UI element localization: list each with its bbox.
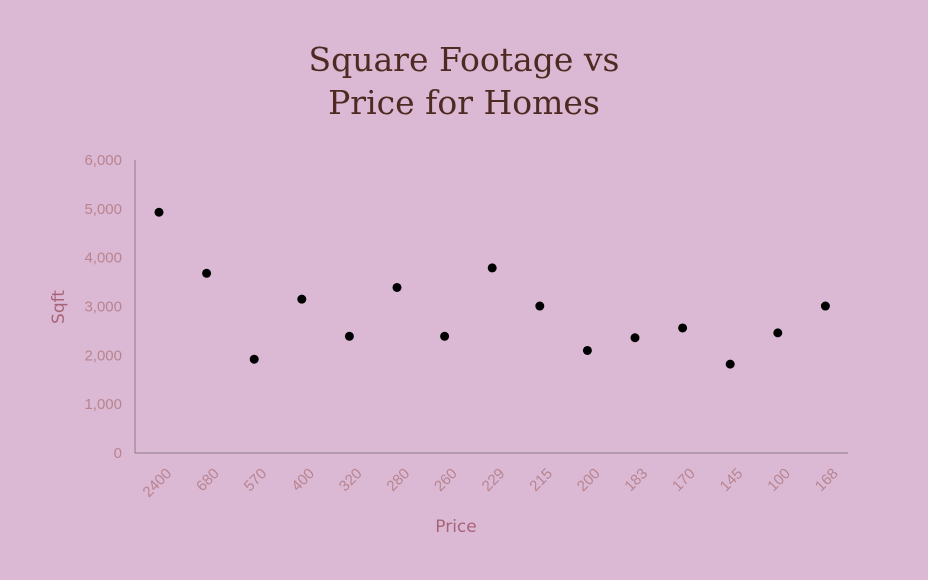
x-tick-label: 680 [193,465,223,495]
data-point [344,331,354,341]
x-tick-label: 280 [383,465,413,495]
x-tick-label: 170 [669,465,699,495]
chart-title-line-2: Price for Homes [328,83,600,122]
y-tick-label: 1,000 [84,396,122,413]
data-point [392,282,402,292]
x-tick-label: 260 [431,465,461,495]
data-point [678,323,688,333]
x-tick-label: 229 [479,465,509,495]
data-point [725,359,735,369]
y-tick-label: 6,000 [84,152,122,169]
x-tick-label: 145 [717,465,747,495]
y-tick-label: 3,000 [84,299,122,316]
y-tick-label: 0 [114,445,122,462]
y-axis-ticks: 0 1,000 2,000 3,000 4,000 5,000 6,000 [84,152,122,462]
x-tick-label: 200 [574,465,604,495]
x-axis-ticks: 2400 680 570 400 320 280 260 229 215 200 183 170 145… [140,465,842,501]
chart-title-line-1: Square Footage vs [308,40,620,79]
x-tick-label: 183 [621,465,651,495]
y-tick-label: 5,000 [84,201,122,218]
y-axis-label: Sqft [49,290,69,324]
data-point [249,354,259,364]
x-tick-label: 215 [526,465,556,495]
data-point [820,301,830,311]
data-point [297,294,307,304]
y-tick-label: 4,000 [84,250,122,267]
x-tick-label: 100 [764,465,794,495]
data-point [773,328,783,338]
data-point [535,301,545,311]
x-tick-label: 168 [812,465,842,495]
x-tick-label: 320 [336,465,366,495]
data-point [630,333,640,343]
data-point [202,268,212,278]
x-axis-label: Price [435,517,476,537]
data-point [440,331,450,341]
data-point [154,207,164,217]
chart-title: Square Footage vs Price for Homes [0,38,928,124]
x-tick-label: 400 [288,465,318,495]
data-points [154,207,830,369]
y-tick-label: 2,000 [84,347,122,364]
x-tick-label: 570 [241,465,271,495]
x-tick-label: 2400 [140,465,176,501]
data-point [582,345,592,355]
data-point [487,263,497,273]
